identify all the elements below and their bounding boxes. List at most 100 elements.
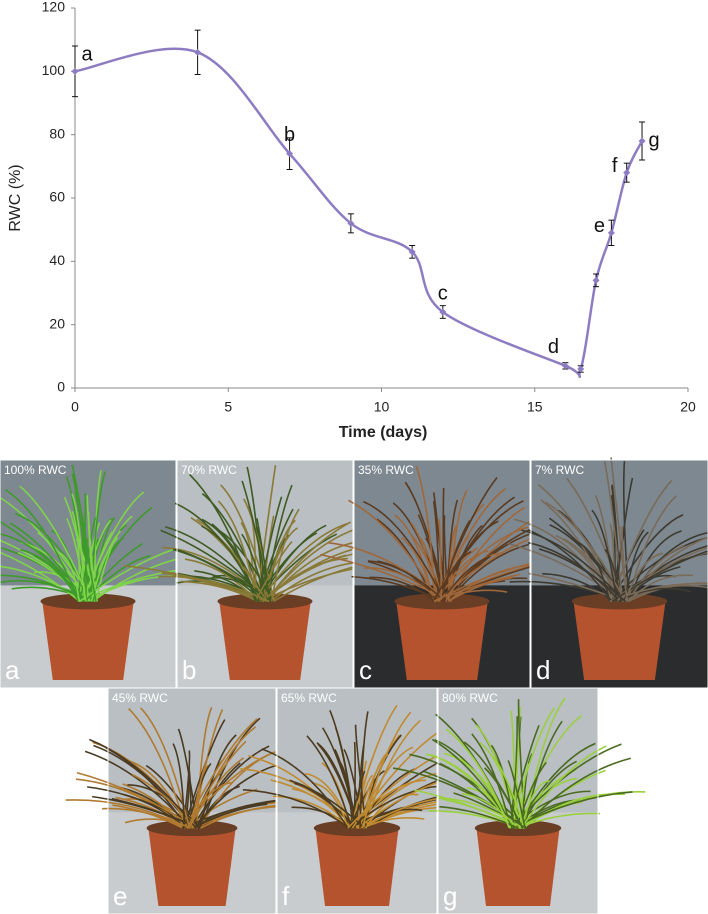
leaf [520, 745, 607, 829]
leaf [359, 711, 369, 829]
leaf [76, 771, 196, 829]
leaf [19, 485, 91, 602]
leaf [349, 704, 398, 829]
leaf [521, 757, 631, 829]
leaf [528, 529, 613, 602]
photo-letter: g [443, 881, 457, 911]
marker [607, 229, 615, 237]
leaf [0, 533, 84, 602]
photo-border [530, 459, 708, 689]
leaf [507, 760, 526, 829]
leaf [542, 572, 614, 602]
leaf [258, 522, 348, 602]
marker [561, 362, 569, 370]
photo-caption: 45% RWC [112, 691, 168, 705]
y-tick-label: 100 [42, 62, 66, 78]
point-label: a [81, 44, 93, 66]
leaf [120, 786, 185, 829]
leaf [604, 549, 622, 602]
leaf [440, 520, 471, 602]
leaf [521, 529, 626, 602]
leaf [523, 720, 563, 829]
point-label: b [284, 124, 295, 146]
leaf [186, 740, 247, 829]
point-label: d [548, 336, 559, 358]
marker [577, 365, 585, 373]
photo-letter: b [182, 655, 196, 685]
leaf [435, 713, 512, 829]
marker [592, 276, 600, 284]
pot [573, 601, 666, 680]
leaf [622, 460, 630, 602]
leaf [191, 745, 270, 829]
leaf [363, 719, 421, 829]
marker [439, 308, 447, 316]
x-tick-label: 20 [680, 399, 696, 415]
leaf [448, 576, 513, 603]
leaf [594, 495, 616, 602]
leaf [431, 500, 524, 602]
photo-caption: 100% RWC [4, 463, 67, 477]
marker [638, 137, 646, 145]
photo-caption: 80% RWC [442, 691, 498, 705]
leaf [199, 734, 237, 829]
leaf [241, 480, 272, 602]
leaf [193, 803, 268, 829]
leaf [164, 526, 268, 602]
y-axis-label: RWC (%) [7, 164, 24, 231]
leaf [188, 757, 245, 829]
leaf [242, 789, 350, 829]
photo-panel: 100% RWC a [0, 459, 211, 689]
leaf [83, 523, 87, 602]
leaf [57, 551, 81, 602]
line [74, 47, 644, 379]
leaf [433, 526, 529, 602]
leaf [215, 528, 274, 602]
leaf [610, 479, 673, 602]
leaf [74, 491, 97, 602]
pot [476, 828, 560, 906]
leaf [84, 750, 192, 829]
pot [396, 601, 488, 680]
x-axis-label: Time (days) [339, 424, 428, 441]
leaf [124, 818, 191, 829]
leaf [158, 575, 270, 603]
leaf [576, 541, 611, 602]
leaf [624, 552, 664, 602]
leaf [254, 540, 293, 602]
leaf [545, 501, 627, 602]
leaf [490, 755, 526, 829]
leaf [20, 549, 80, 602]
leaf [273, 795, 351, 829]
leaf [528, 541, 621, 602]
marker [408, 248, 416, 256]
photo-panel: 35% RWC c [320, 459, 582, 689]
marker [71, 67, 79, 75]
y-tick-label: 120 [42, 0, 66, 15]
leaf [351, 575, 444, 603]
leaf [445, 506, 526, 602]
y-tick-label: 0 [57, 379, 65, 395]
leaf [439, 805, 519, 829]
leaf [627, 574, 693, 602]
point-label: c [438, 282, 448, 304]
leaf [368, 576, 435, 602]
pot [148, 828, 236, 906]
point-label: f [612, 155, 618, 177]
photo-panel: 80% RWC g [392, 687, 646, 914]
leaf [591, 509, 618, 602]
leaf [603, 461, 624, 602]
leaf [172, 743, 186, 829]
leaf [513, 706, 521, 829]
leaf [509, 707, 556, 829]
leaf [241, 533, 267, 602]
leaf [471, 733, 512, 829]
photo-letter: d [536, 655, 550, 685]
leaf [609, 582, 708, 603]
leaf [260, 527, 299, 602]
photo-panel: 7% RWC d [507, 457, 708, 689]
x-tick-label: 0 [71, 399, 79, 415]
pot [219, 601, 311, 680]
y-tick-label: 20 [49, 315, 65, 331]
